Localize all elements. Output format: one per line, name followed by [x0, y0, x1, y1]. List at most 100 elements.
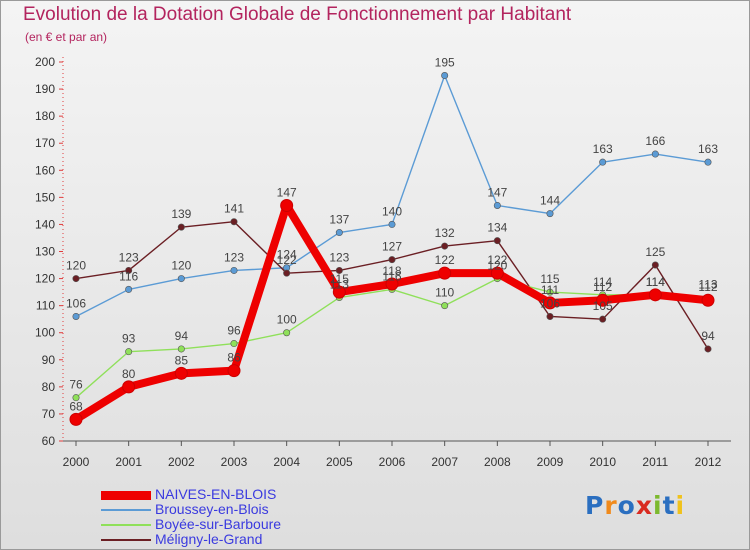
x-tick-label: 2012: [695, 455, 722, 469]
y-tick-label: 70: [42, 407, 56, 421]
data-label: 115: [540, 272, 559, 286]
x-tick-label: 2011: [642, 455, 668, 469]
data-point: [441, 302, 449, 310]
data-point: [648, 288, 662, 302]
data-label: 122: [487, 253, 507, 267]
data-label: 114: [593, 275, 612, 289]
data-label: 93: [122, 332, 136, 346]
data-label: 111: [541, 283, 560, 297]
data-label: 120: [487, 259, 507, 273]
chart-title: Evolution de la Dotation Globale de Fonc…: [23, 4, 572, 25]
data-point: [177, 223, 185, 231]
y-tick-label: 130: [35, 245, 55, 259]
data-label: 140: [382, 204, 402, 218]
data-point: [599, 315, 607, 323]
data-label: 163: [593, 142, 613, 156]
data-label: 114: [646, 275, 665, 289]
data-point: [651, 150, 659, 158]
x-tick-label: 2009: [537, 455, 564, 469]
x-tick-label: 2010: [589, 455, 616, 469]
data-label: 118: [382, 264, 401, 278]
data-point: [704, 345, 712, 353]
y-tick-label: 110: [36, 299, 55, 313]
logo-letter: r: [604, 491, 618, 520]
x-tick-label: 2004: [273, 455, 300, 469]
data-label: 123: [119, 250, 139, 264]
chart-subtitle: (en € et par an): [25, 30, 108, 44]
data-point: [283, 329, 291, 337]
legend-swatch-broussey: [101, 509, 151, 511]
data-point: [335, 229, 343, 237]
data-label: 110: [435, 286, 454, 300]
y-tick-label: 140: [35, 217, 55, 231]
logo-letter: i: [675, 491, 686, 520]
data-point: [546, 288, 554, 296]
data-label: 112: [593, 280, 612, 294]
legend-swatch-naives: [101, 491, 151, 500]
data-label: 139: [171, 207, 191, 221]
data-label: 122: [277, 253, 297, 267]
data-point: [177, 345, 185, 353]
data-point: [335, 266, 343, 274]
data-label: 123: [329, 250, 349, 264]
data-point: [230, 340, 238, 348]
data-point: [441, 72, 449, 80]
logo-letter: t: [662, 491, 676, 520]
x-tick-label: 2008: [484, 455, 511, 469]
data-point: [72, 275, 80, 283]
data-point: [69, 412, 83, 426]
data-point: [596, 293, 610, 307]
data-point: [701, 293, 715, 307]
data-label: 115: [330, 272, 349, 286]
y-tick-label: 150: [35, 190, 55, 204]
data-label: 114: [646, 275, 665, 289]
data-point: [388, 256, 396, 264]
data-label: 163: [698, 142, 718, 156]
data-label: 124: [277, 248, 297, 262]
data-label: 94: [701, 329, 715, 343]
data-label: 112: [698, 280, 717, 294]
data-point: [177, 275, 185, 283]
y-tick-label: 120: [35, 272, 55, 286]
y-tick-label: 160: [35, 163, 55, 177]
data-label: 96: [227, 324, 241, 338]
data-label: 105: [593, 299, 613, 313]
legend-label: Boyée-sur-Barboure: [155, 516, 282, 532]
x-tick-label: 2001: [115, 455, 142, 469]
data-point: [546, 210, 554, 218]
proxiti-logo: Proxiti: [585, 491, 685, 520]
data-label: 106: [66, 296, 86, 310]
data-point: [385, 277, 399, 291]
legend-swatch-meligny: [101, 539, 151, 541]
data-label: 116: [119, 269, 138, 283]
data-label: 132: [435, 226, 455, 240]
series-line-naives-en-blois: [72, 201, 712, 424]
data-label: 147: [487, 185, 507, 199]
data-label: 68: [69, 399, 83, 413]
data-label: 100: [277, 313, 297, 327]
data-label: 147: [277, 185, 297, 199]
data-point: [230, 218, 238, 226]
data-point: [599, 158, 607, 166]
data-point: [174, 366, 188, 380]
data-label: 113: [330, 278, 349, 292]
data-point: [388, 220, 396, 228]
x-tick-label: 2000: [63, 455, 90, 469]
data-point: [704, 158, 712, 166]
x-tick-label: 2002: [168, 455, 195, 469]
data-point: [651, 261, 659, 269]
data-label: 144: [540, 194, 560, 208]
y-tick-label: 180: [35, 109, 55, 123]
data-point: [122, 380, 136, 394]
data-label: 86: [227, 351, 241, 365]
data-label: 120: [66, 259, 86, 273]
logo-letter: i: [653, 491, 663, 520]
legend-item-meligny-le-grand: Méligny-le-Grand: [101, 531, 431, 548]
data-point: [493, 201, 501, 209]
legend-swatch-boyee: [101, 524, 151, 526]
data-label: 166: [645, 134, 665, 148]
data-point: [490, 266, 504, 280]
data-point: [332, 285, 346, 299]
